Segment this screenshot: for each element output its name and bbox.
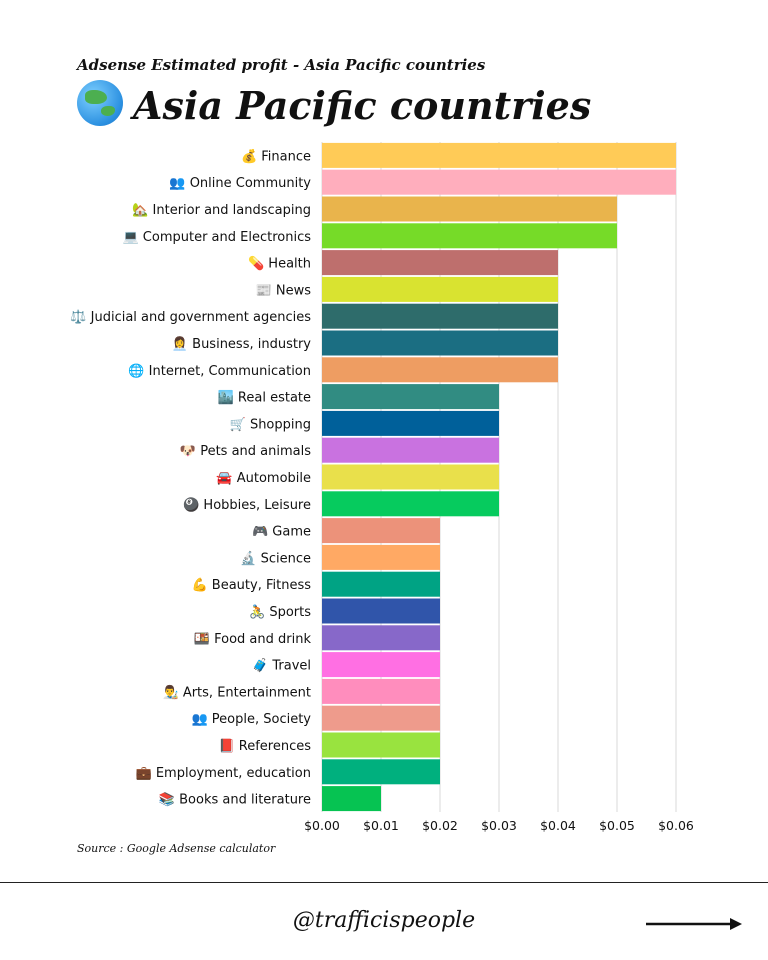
category-label: 📚 Books and literature bbox=[159, 792, 311, 808]
category-label: 👨‍🎨 Arts, Entertainment bbox=[163, 684, 312, 700]
social-handle: @trafficispeople bbox=[292, 908, 476, 933]
category-label: 💊 Health bbox=[248, 255, 311, 272]
bar bbox=[322, 384, 499, 410]
bar bbox=[322, 491, 499, 517]
x-tick-label: $0.00 bbox=[304, 818, 340, 833]
bar bbox=[322, 759, 440, 785]
chart-subtitle: Adsense Estimated profit - Asia Pacific … bbox=[77, 56, 486, 74]
x-tick-label: $0.04 bbox=[540, 818, 576, 833]
bar bbox=[322, 518, 440, 544]
bar bbox=[322, 652, 440, 678]
bar bbox=[322, 437, 499, 463]
bar bbox=[322, 169, 676, 195]
bar bbox=[322, 625, 440, 651]
category-label: 🚘 Automobile bbox=[216, 471, 311, 486]
bar bbox=[322, 705, 440, 731]
category-labels: 💰 Finance 👥 Online Community 🏡 Interior an… bbox=[70, 148, 311, 807]
category-label: 👥 People, Society bbox=[191, 712, 311, 727]
category-label: 💪 Beauty, Fitness bbox=[191, 577, 311, 593]
x-axis-ticks: $0.00 $0.01 $0.02 $0.03 $0.04 $0.05 $0.06 bbox=[304, 818, 694, 833]
category-label: 🎱 Hobbies, Leisure bbox=[183, 496, 311, 513]
x-tick-label: $0.01 bbox=[363, 818, 399, 833]
category-label: 🧳 Travel bbox=[252, 658, 311, 674]
x-tick-label: $0.06 bbox=[658, 818, 694, 833]
chart-title: Asia Pacific countries bbox=[133, 83, 592, 128]
globe-asia-icon bbox=[77, 80, 123, 126]
category-label: 🐶 Pets and animals bbox=[180, 444, 311, 459]
category-label: 👥 Online Community bbox=[169, 176, 311, 191]
category-label: 👩‍💼 Business, industry bbox=[172, 336, 311, 352]
x-tick-label: $0.05 bbox=[599, 818, 635, 833]
category-label: 💰 Finance bbox=[241, 148, 311, 164]
category-label: 🏙️ Real estate bbox=[218, 390, 311, 406]
bar bbox=[322, 303, 558, 329]
bar bbox=[322, 250, 558, 276]
bar bbox=[322, 196, 617, 222]
bar bbox=[322, 410, 499, 436]
category-label: 📕 References bbox=[218, 738, 311, 754]
category-label: 💼 Employment, education bbox=[136, 766, 311, 781]
category-label: 🏡 Interior and landscaping bbox=[132, 203, 311, 218]
chart-bars bbox=[322, 142, 676, 812]
arrow-right-icon[interactable] bbox=[646, 917, 742, 931]
x-tick-label: $0.03 bbox=[481, 818, 517, 833]
category-label: 🍱 Food and drink bbox=[194, 632, 312, 647]
category-label: 🚴 Sports bbox=[249, 604, 311, 620]
bar bbox=[322, 732, 440, 758]
category-label: 🛒 Shopping bbox=[230, 416, 311, 432]
bar bbox=[322, 223, 617, 249]
bar bbox=[322, 276, 558, 302]
bar bbox=[322, 464, 499, 490]
category-label: 🌐 Internet, Communication bbox=[128, 363, 311, 379]
bar bbox=[322, 598, 440, 624]
bar bbox=[322, 357, 558, 383]
bar bbox=[322, 678, 440, 704]
bar bbox=[322, 544, 440, 570]
category-label: 📰 News bbox=[256, 283, 312, 298]
bar bbox=[322, 142, 676, 168]
category-label: 🔬 Science bbox=[240, 549, 311, 566]
footer-divider bbox=[0, 882, 768, 883]
category-label: 💻 Computer and Electronics bbox=[122, 230, 311, 245]
category-label: 🎮 Game bbox=[252, 525, 311, 540]
source-note: Source : Google Adsense calculator bbox=[77, 842, 276, 855]
x-tick-label: $0.02 bbox=[422, 818, 458, 833]
bar bbox=[322, 330, 558, 356]
bar bbox=[322, 786, 381, 812]
category-label: ⚖️ Judicial and government agencies bbox=[70, 309, 311, 325]
bar bbox=[322, 571, 440, 597]
bar-chart: 💰 Finance 👥 Online Community 🏡 Interior an… bbox=[70, 142, 694, 833]
